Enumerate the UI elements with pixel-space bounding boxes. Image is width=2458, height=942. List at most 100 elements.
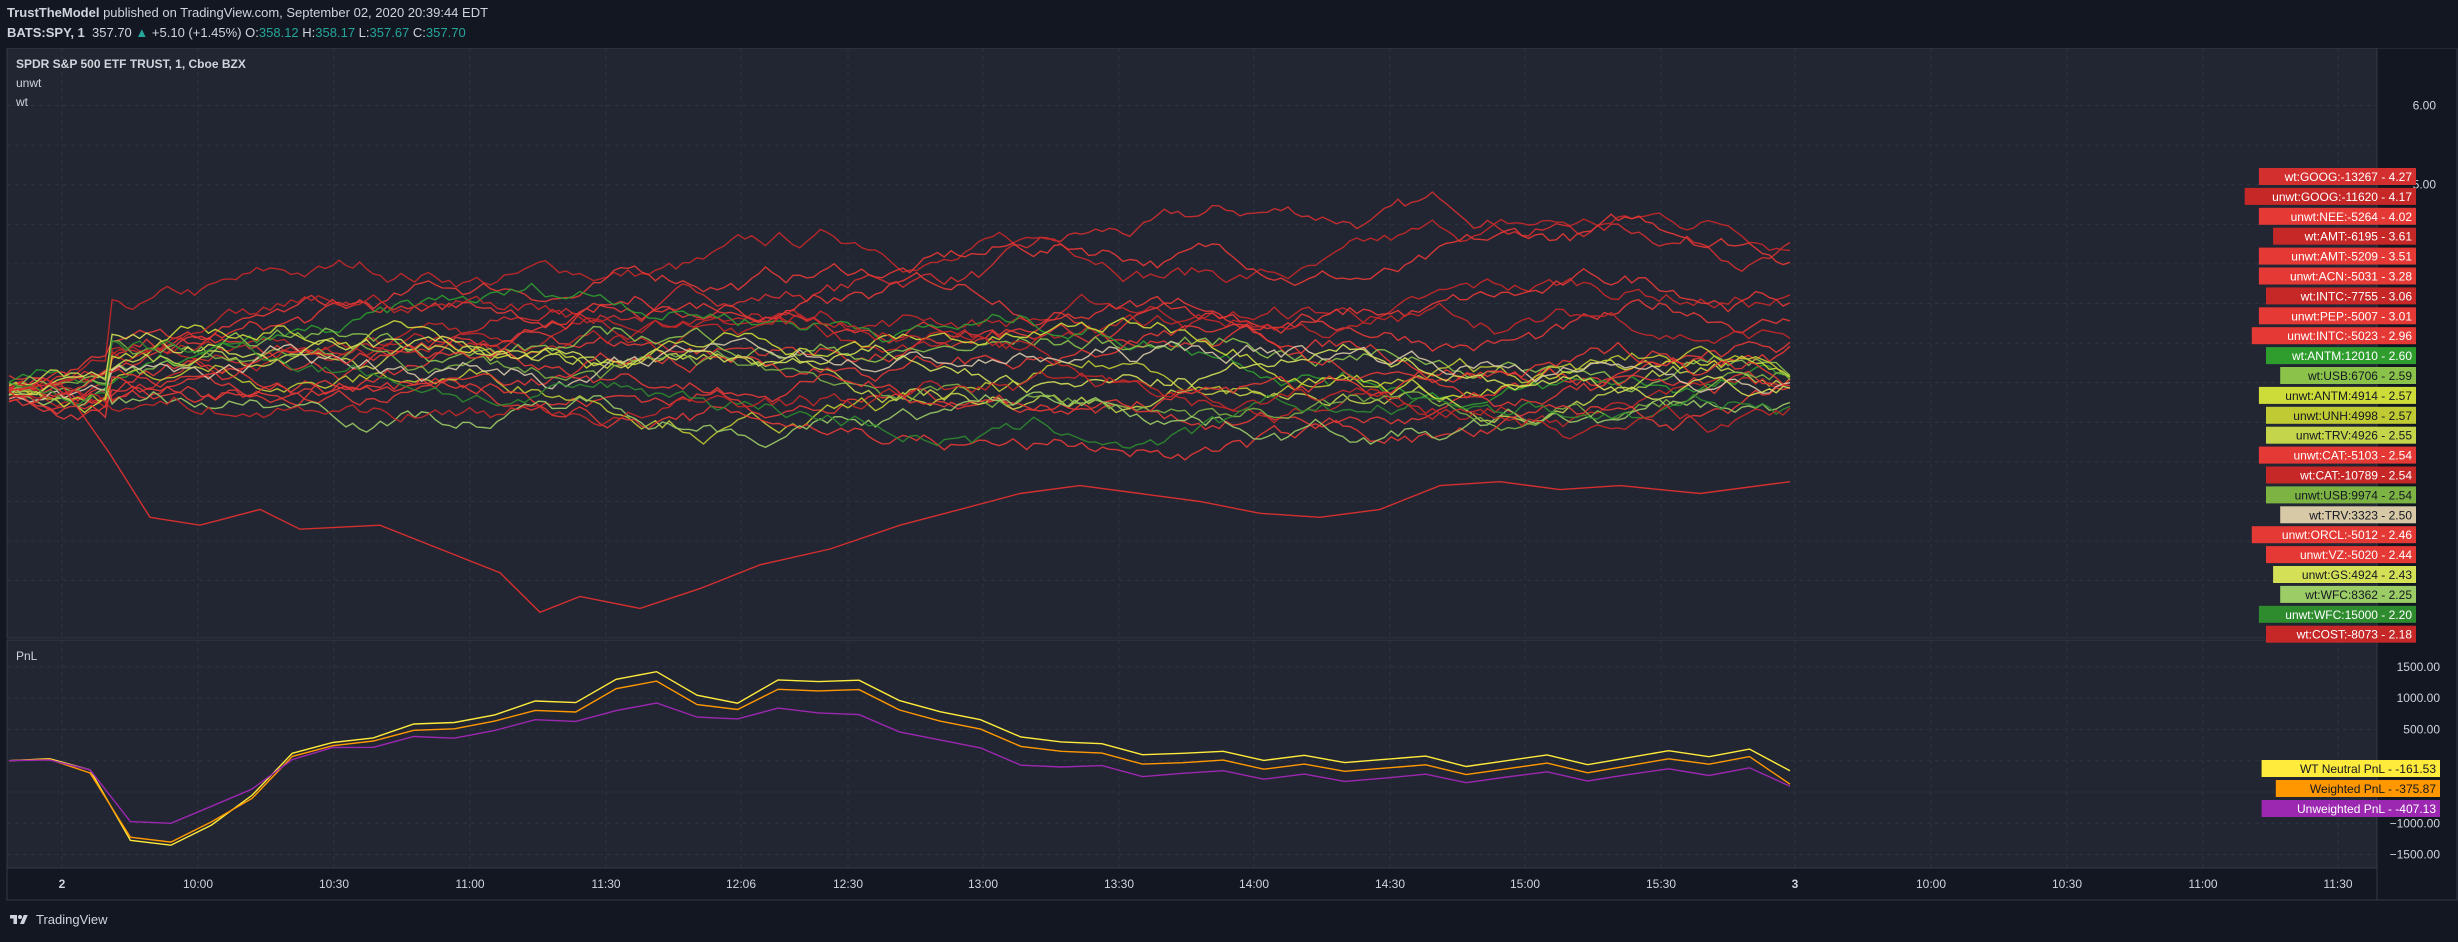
time-tick-label: 11:00 (455, 877, 484, 891)
series-label: unwt:GOOG:-11620 - 4.17 (2272, 190, 2412, 204)
time-tick-label: 12:30 (833, 877, 863, 891)
series-label-bg (2266, 625, 2416, 643)
time-tick-label: 14:00 (1239, 877, 1269, 891)
series-label-bg (2258, 307, 2416, 325)
series-line (8, 339, 1791, 449)
series-labels: wt:GOOG:-13267 - 4.27 unwt:GOOG:-11620 - … (2244, 168, 2416, 643)
series-label-bg (2266, 426, 2416, 444)
series-label-bg (2266, 546, 2416, 564)
series-label: wt:USB:6706 - 2.59 (2307, 369, 2412, 383)
series-group (8, 191, 1791, 614)
up-arrow-icon: ▲ (135, 25, 149, 40)
time-tick-label: 13:00 (968, 877, 998, 891)
series-line (8, 295, 1791, 407)
series-label-bg (2244, 187, 2416, 205)
high-label: H: (302, 25, 316, 40)
time-tick-label: 14:30 (1375, 877, 1405, 891)
series-label-bg (2258, 446, 2416, 464)
symbol-label: BATS:SPY, 1 (7, 25, 85, 40)
time-tick-label: 11:00 (2188, 877, 2217, 891)
close-value: 357.70 (425, 25, 466, 40)
time-tick-label: 11:30 (591, 877, 620, 891)
footer-brand[interactable]: TradingView (36, 912, 108, 927)
series-label-bg (2251, 526, 2416, 544)
series-line (8, 277, 1791, 403)
low-value: 357.67 (369, 25, 410, 40)
series-label-bg (2258, 267, 2416, 285)
series-label: unwt:GS:4924 - 2.43 (2302, 568, 2412, 582)
series-line (8, 213, 1791, 411)
pnl-line (8, 702, 1791, 825)
series-label: wt:GOOG:-13267 - 4.27 (2284, 170, 2413, 184)
pnl-pane (6, 639, 2378, 869)
series-line (8, 294, 1791, 428)
tradingview-logo-icon (10, 914, 28, 924)
pnl-labels: WT Neutral PnL - -161.53 Weighted PnL - -… (2261, 760, 2440, 817)
series-label-bg (2258, 247, 2416, 265)
series-label: wt:TRV:3323 - 2.50 (2308, 508, 2412, 522)
price-change: +5.10 (+1.45%) (151, 25, 242, 40)
pnl-label: Unweighted PnL - -407.13 (2297, 802, 2436, 816)
time-tick-label: 15:30 (1646, 877, 1676, 891)
series-line (8, 325, 1791, 393)
series-label-bg (2280, 367, 2416, 384)
pnl-label-bg (2261, 800, 2440, 817)
chart-canvas[interactable]: 2 10:00 10:30 11:00 11:30 12:06 12:30 13:00 13:3… (0, 48, 2458, 902)
series-label-bg (2266, 287, 2416, 305)
pnl-tick-label: 1500.00 (2397, 660, 2441, 674)
ohlc-bar: BATS:SPY, 1 357.70 ▲ +5.10 (+1.45%) O: 35… (7, 25, 466, 40)
series-line (8, 376, 1791, 461)
series-label: wt:CAT:-10789 - 2.54 (2299, 469, 2412, 483)
pnl-line (8, 670, 1791, 846)
publish-text: published on TradingView.com, September … (99, 5, 489, 20)
time-tick-label: 3 (1792, 877, 1799, 891)
open-label: O: (245, 25, 259, 40)
series-label-bg (2258, 605, 2416, 623)
time-tick-label: 10:30 (2052, 877, 2082, 891)
series-label: unwt:CAT:-5103 - 2.54 (2293, 449, 2412, 463)
series-label: unwt:VZ:-5020 - 2.44 (2300, 548, 2412, 562)
series-label-bg (2266, 406, 2416, 424)
legend-wt: wt (15, 95, 29, 109)
series-label: wt:COST:-8073 - 2.18 (2296, 628, 2413, 642)
series-line (8, 282, 1791, 409)
series-label: unwt:ACN:-5031 - 3.28 (2290, 270, 2412, 284)
series-label: unwt:AMT:-5209 - 3.51 (2291, 250, 2412, 264)
series-line (8, 323, 1791, 415)
series-label-bg (2266, 486, 2416, 504)
series-line (8, 387, 1791, 449)
series-label-bg (2273, 566, 2416, 583)
pnl-tick-label: −1000.00 (2390, 816, 2441, 830)
time-tick-label: 10:00 (1916, 877, 1946, 891)
pnl-line (8, 680, 1791, 843)
low-label: L: (358, 25, 370, 40)
series-label: unwt:UNH:4998 - 2.57 (2293, 409, 2412, 423)
series-line (8, 337, 1791, 403)
series-label: wt:INTC:-7755 - 3.06 (2300, 289, 2413, 303)
pnl-label: Weighted PnL - -375.87 (2310, 782, 2436, 796)
series-line (8, 332, 1791, 400)
publish-info: TrustTheModel published on TradingView.c… (7, 5, 488, 20)
pnl-tick-label: −1500.00 (2390, 848, 2441, 862)
time-tick-label: 10:00 (183, 877, 213, 891)
series-label: unwt:TRV:4926 - 2.55 (2296, 429, 2412, 443)
author-name[interactable]: TrustTheModel (7, 5, 100, 20)
series-label: unwt:WFC:15000 - 2.20 (2285, 608, 2412, 622)
legend-unwt: unwt (16, 76, 42, 90)
series-line (8, 345, 1791, 445)
series-label: unwt:ORCL:-5012 - 2.46 (2282, 528, 2412, 542)
time-tick-label: 10:30 (319, 877, 349, 891)
time-tick-label: 2 (59, 877, 66, 891)
series-label-bg (2258, 386, 2416, 404)
series-line (8, 267, 1791, 402)
pnl-group (8, 670, 1791, 846)
pnl-tick-label: 500.00 (2403, 722, 2440, 736)
series-label: unwt:INTC:-5023 - 2.96 (2287, 329, 2412, 343)
time-tick-label: 12:06 (726, 877, 756, 891)
series-label: wt:ANTM:12010 - 2.60 (2291, 349, 2412, 363)
series-label-bg (2251, 327, 2416, 345)
series-label: unwt:USB:9974 - 2.54 (2295, 488, 2413, 502)
last-price: 357.70 (92, 25, 132, 40)
series-label-bg (2280, 506, 2416, 524)
series-label: unwt:ANTM:4914 - 2.57 (2285, 389, 2412, 403)
